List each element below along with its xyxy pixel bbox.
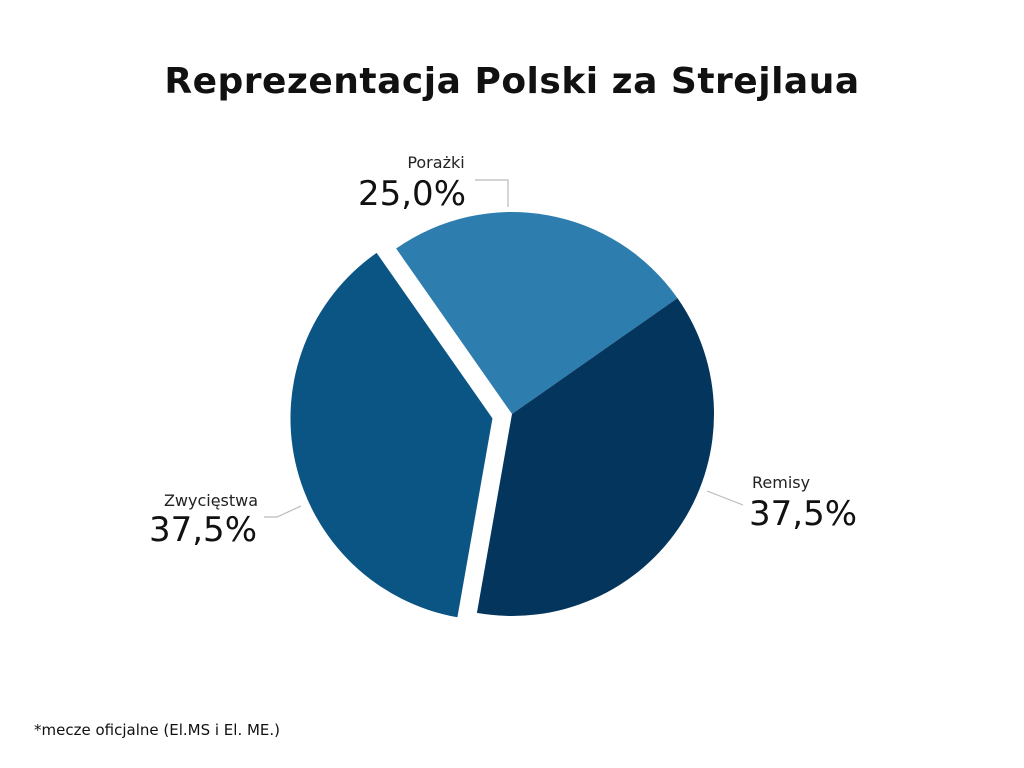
- slice-value-label: 37,5%: [749, 494, 857, 534]
- slice-value-label: 25,0%: [358, 174, 466, 214]
- pie-slice-zwycięstwa: [290, 252, 493, 618]
- leader-line: [706, 490, 744, 506]
- pie-slice-remisy: [476, 298, 714, 616]
- leader-line: [264, 505, 302, 518]
- slice-label: Zwycięstwa: [164, 491, 258, 510]
- chart-title: Reprezentacja Polski za Strejlaua: [164, 61, 860, 102]
- slice-value-label: 37,5%: [149, 510, 257, 550]
- pie-slice-porażki: [396, 212, 678, 414]
- footnote: *mecze oficjalne (El.MS i El. ME.): [34, 721, 281, 739]
- leader-line: [475, 179, 509, 207]
- slice-label: Remisy: [752, 473, 810, 492]
- slice-label: Porażki: [407, 153, 464, 172]
